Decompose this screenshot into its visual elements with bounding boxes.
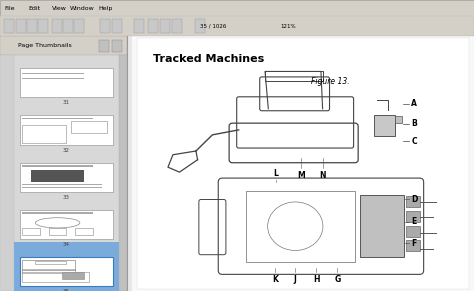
- Bar: [38, 19, 48, 33]
- Bar: [22, 118, 93, 119]
- Text: File: File: [4, 6, 15, 10]
- Bar: [112, 19, 122, 33]
- Text: 31: 31: [63, 100, 70, 105]
- Bar: [0, 55, 14, 291]
- Bar: [20, 257, 113, 286]
- Text: K: K: [272, 275, 278, 284]
- Text: Figure 13.: Figure 13.: [311, 77, 350, 86]
- Text: 121%: 121%: [280, 24, 296, 29]
- Text: N: N: [319, 171, 326, 180]
- Bar: [160, 19, 170, 33]
- Bar: [20, 163, 113, 192]
- Bar: [63, 19, 73, 33]
- Bar: [395, 116, 401, 123]
- Bar: [27, 19, 37, 33]
- Text: D: D: [411, 195, 418, 204]
- Bar: [4, 19, 14, 33]
- Text: F: F: [411, 239, 417, 248]
- Bar: [22, 165, 93, 166]
- Bar: [22, 187, 102, 188]
- Text: 32: 32: [63, 148, 70, 152]
- Bar: [52, 19, 62, 33]
- Bar: [406, 196, 419, 207]
- Text: B: B: [411, 119, 417, 128]
- Text: M: M: [297, 171, 305, 180]
- Bar: [22, 269, 75, 273]
- Text: H: H: [313, 275, 319, 284]
- Text: View: View: [52, 6, 67, 10]
- Bar: [148, 19, 158, 33]
- Bar: [14, 242, 119, 291]
- Text: 33: 33: [63, 195, 70, 200]
- Bar: [22, 78, 84, 79]
- Bar: [0, 36, 127, 291]
- Text: C: C: [411, 136, 417, 146]
- Bar: [246, 191, 355, 262]
- Bar: [374, 115, 395, 136]
- Text: Help: Help: [98, 6, 112, 10]
- Bar: [99, 40, 109, 52]
- Text: 35 / 1026: 35 / 1026: [200, 24, 227, 29]
- Bar: [0, 36, 127, 55]
- Bar: [31, 170, 84, 182]
- Bar: [22, 260, 75, 270]
- Bar: [22, 125, 66, 143]
- Bar: [20, 210, 113, 239]
- Bar: [360, 195, 404, 257]
- Bar: [16, 19, 26, 33]
- Text: Page Thumbnails: Page Thumbnails: [18, 43, 72, 48]
- Bar: [406, 240, 419, 251]
- Bar: [134, 19, 144, 33]
- Text: J: J: [293, 275, 296, 284]
- Bar: [75, 228, 93, 235]
- Bar: [112, 40, 122, 52]
- Bar: [62, 272, 84, 279]
- Bar: [132, 36, 474, 291]
- Bar: [20, 68, 113, 97]
- Bar: [22, 228, 40, 235]
- Bar: [0, 0, 474, 16]
- Text: Window: Window: [70, 6, 95, 10]
- Text: L: L: [273, 169, 278, 178]
- Text: Tracked Machines: Tracked Machines: [153, 54, 264, 64]
- Text: A: A: [411, 99, 417, 108]
- Text: G: G: [334, 275, 340, 284]
- Bar: [36, 261, 66, 264]
- Bar: [22, 212, 93, 214]
- Bar: [74, 19, 84, 33]
- Bar: [22, 272, 89, 282]
- Bar: [14, 55, 127, 291]
- Bar: [406, 226, 419, 237]
- Bar: [195, 19, 205, 33]
- Bar: [100, 19, 110, 33]
- Bar: [71, 121, 107, 133]
- Text: Edit: Edit: [28, 6, 40, 10]
- Bar: [0, 16, 474, 36]
- Text: E: E: [411, 217, 417, 226]
- Text: 34: 34: [63, 242, 70, 247]
- Bar: [137, 38, 469, 289]
- Bar: [265, 72, 323, 81]
- Bar: [20, 116, 113, 145]
- Bar: [49, 228, 66, 235]
- Bar: [0, 36, 127, 291]
- Bar: [119, 55, 127, 291]
- Bar: [22, 73, 84, 74]
- Bar: [406, 211, 419, 222]
- Bar: [22, 184, 102, 185]
- Text: 35: 35: [63, 289, 70, 291]
- Bar: [172, 19, 182, 33]
